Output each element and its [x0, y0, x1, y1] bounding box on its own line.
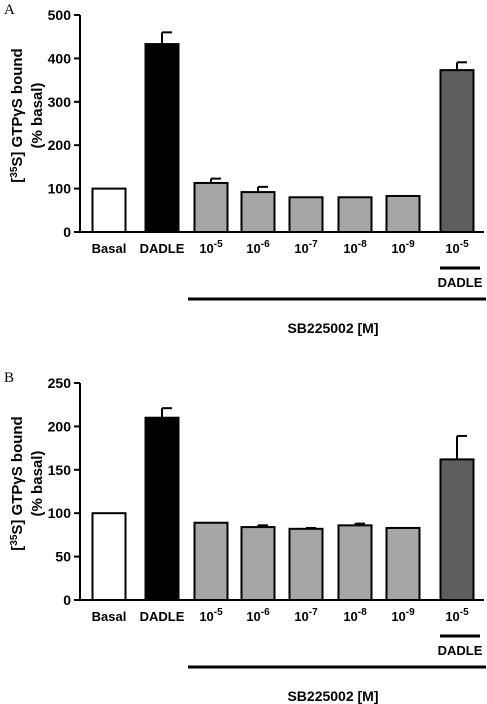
bar	[240, 526, 276, 602]
x-tick-label: 10-5	[445, 607, 469, 624]
y-tick-label: 0	[63, 224, 71, 240]
x-tick-label: Basal	[92, 241, 127, 256]
panel-label: B	[4, 370, 14, 386]
y-tick-label: 200	[48, 418, 72, 434]
y-tick-label: 0	[63, 592, 71, 608]
y-tick-label: 500	[48, 7, 72, 23]
bar	[385, 194, 421, 233]
x-tick-label: 10-6	[246, 607, 270, 624]
x-tick-label: 10-5	[199, 607, 223, 624]
dadle-label: DADLE	[438, 643, 483, 658]
group-label: SB225002 [M]	[287, 688, 378, 704]
bar	[91, 512, 127, 602]
x-tick-label: 10-8	[343, 607, 367, 624]
group-label: SB225002 [M]	[287, 320, 378, 336]
x-tick-label: 10-7	[294, 239, 318, 256]
bar	[193, 181, 229, 233]
x-tick-label: DADLE	[140, 609, 185, 624]
y-axis-label: [35S] GTPγS bound	[9, 48, 27, 182]
y-tick-label: 300	[48, 94, 72, 110]
y-tick-label: 100	[48, 505, 72, 521]
y-tick-label: 150	[48, 462, 72, 478]
bar	[144, 43, 180, 233]
x-tick-label: 10-8	[343, 239, 367, 256]
chart-panel-B: B 0 50 100 150 200 250 [35S] GTPγS bound (% basa…	[4, 370, 486, 704]
bar	[337, 196, 373, 233]
bar	[288, 527, 324, 601]
y-tick-label: 50	[55, 549, 71, 565]
y-tick-label: 100	[48, 181, 72, 197]
bar	[439, 69, 475, 233]
x-tick-label: DADLE	[140, 241, 185, 256]
y-axis-label: [35S] GTPγS bound	[9, 416, 27, 550]
bar	[288, 196, 324, 233]
bar	[337, 524, 373, 601]
y-tick-label: 200	[48, 137, 72, 153]
x-tick-label: 10-5	[445, 239, 469, 256]
x-tick-label: 10-9	[391, 239, 415, 256]
bar	[193, 521, 229, 601]
bar	[439, 458, 475, 601]
x-tick-label: 10-7	[294, 607, 318, 624]
x-tick-label: 10-5	[199, 239, 223, 256]
x-tick-label: Basal	[92, 609, 127, 624]
y-tick-label: 400	[48, 50, 72, 66]
x-tick-label: 10-9	[391, 607, 415, 624]
y-tick-label: 250	[48, 375, 72, 391]
x-tick-label: 10-6	[246, 239, 270, 256]
dadle-label: DADLE	[438, 275, 483, 290]
bar	[91, 187, 127, 234]
y-axis-label-line2: (% basal)	[29, 83, 46, 149]
bar	[385, 526, 421, 601]
panel-label: A	[4, 2, 15, 18]
y-axis-label-line2: (% basal)	[29, 451, 46, 517]
bar	[144, 416, 180, 601]
chart-panel-A: A 0 100 200 300 400 500 [35S] GTPγS bound (% bas…	[4, 2, 486, 336]
bar	[240, 191, 276, 234]
